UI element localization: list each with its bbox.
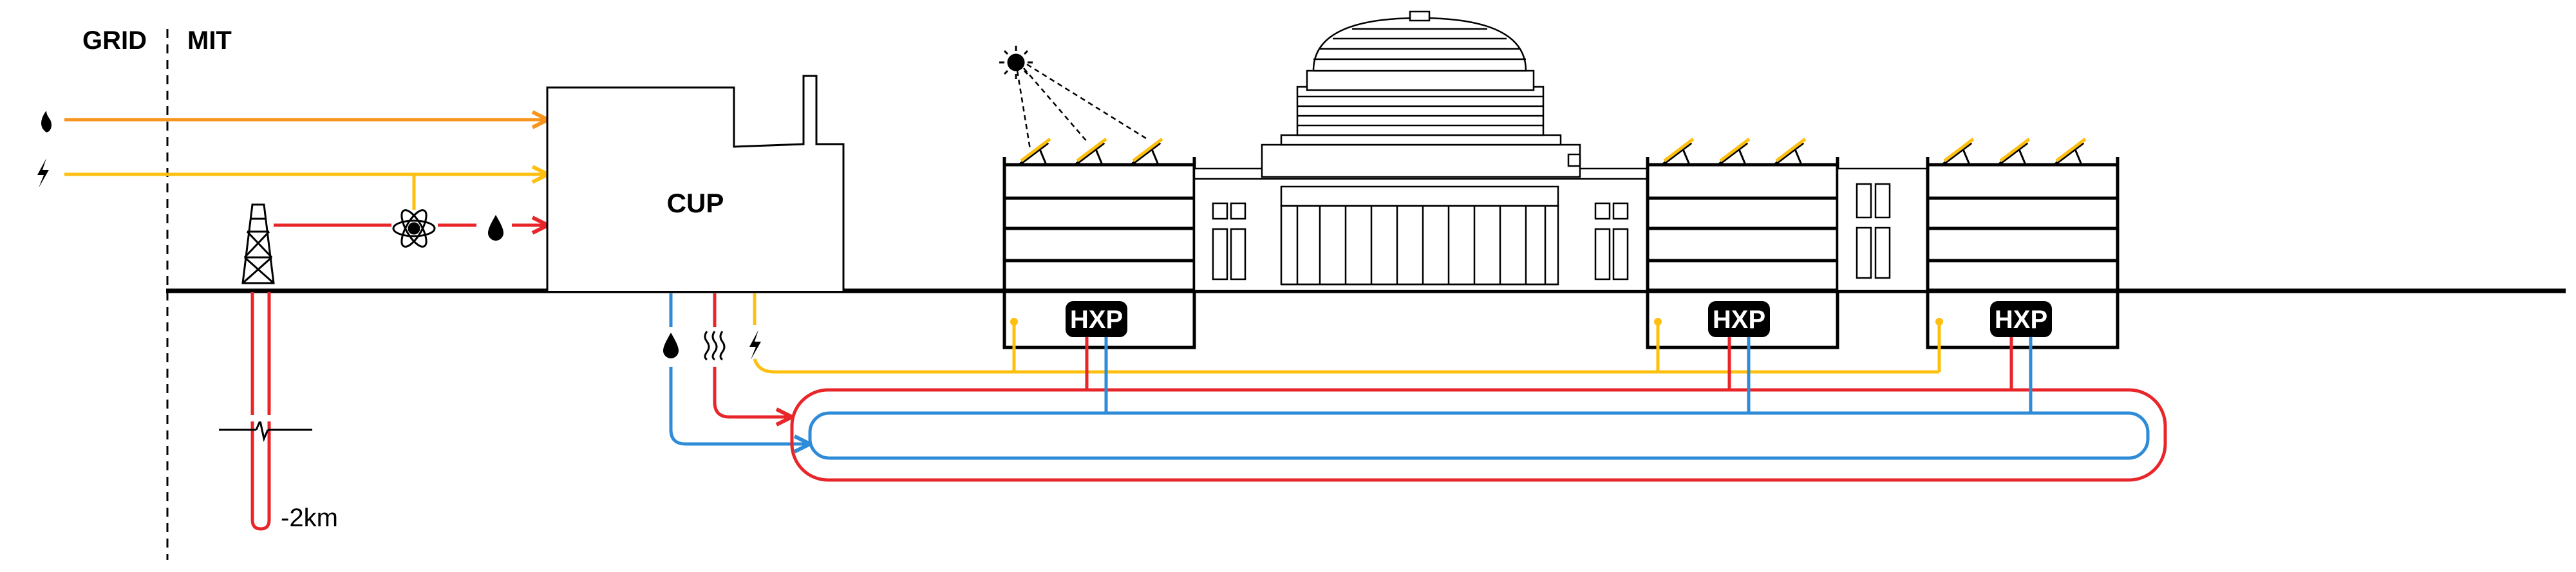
solar-panel-icon <box>1941 138 2087 166</box>
solar-panel-icon <box>1018 138 1163 166</box>
water-drop-icon <box>663 333 679 358</box>
atom-icon <box>392 209 436 248</box>
flame-icon <box>41 111 52 133</box>
cold-loop <box>808 411 2150 460</box>
drill-tower-icon <box>241 203 275 284</box>
water-drop-icon <box>488 215 503 241</box>
hxp-badge-middle: HXP <box>1708 301 1770 337</box>
hxp-label: HXP <box>1713 306 1765 334</box>
well-break-mark <box>219 418 312 442</box>
sun-rays-dashed <box>1016 63 1147 150</box>
cup-building <box>546 75 845 291</box>
cup-label: CUP <box>667 188 724 218</box>
solar-panel-icon <box>1661 138 1807 166</box>
electric-distribution-line <box>753 293 1939 374</box>
hxp-label: HXP <box>1995 306 2047 334</box>
mit-label: MIT <box>187 26 232 55</box>
electric-feed-endpoints <box>1010 318 1943 326</box>
geothermal-well-loop <box>250 292 271 531</box>
cold-supply-line <box>669 293 808 444</box>
hxp-risers <box>1085 335 2033 413</box>
lightning-icon <box>749 330 761 360</box>
hxp-badge-left: HXP <box>1066 301 1127 337</box>
depth-label: -2km <box>281 504 338 532</box>
hot-supply-line <box>713 293 790 417</box>
grid-label: GRID <box>82 26 147 55</box>
sun-icon <box>999 46 1033 79</box>
hxp-badge-right: HXP <box>1990 301 2052 337</box>
hot-loop <box>790 388 2167 482</box>
electric-building-feeds <box>1012 322 1941 372</box>
building-right <box>1926 138 2120 349</box>
heat-waves-icon <box>704 331 726 361</box>
dome-building <box>1193 10 1649 292</box>
connector-building <box>1836 167 1929 292</box>
hxp-label: HXP <box>1070 306 1123 334</box>
lightning-icon <box>37 158 49 188</box>
